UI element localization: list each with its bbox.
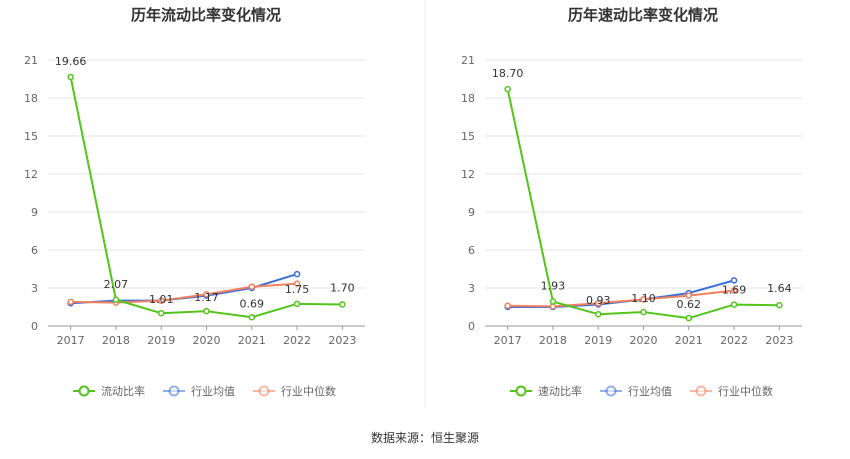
data-label: 1.17 [194, 291, 219, 304]
data-point [293, 300, 301, 308]
data-source-note: 数据来源：恒生聚源 [371, 430, 479, 445]
chart-quick-ratio: 历年速动比率变化情况 0 3 6 9 12 15 18 21 2017 2018 2019 2020 20… [461, 6, 802, 398]
legend-item: 行业均值 [163, 385, 235, 398]
data-label: 0.69 [240, 297, 265, 310]
chart-current-ratio: 历年流动比率变化情况 0 3 6 9 12 15 18 21 2017 2018 2019 2020 20… [24, 6, 365, 398]
x-tick-label: 2020 [630, 334, 658, 347]
chart-title: 历年速动比率变化情况 [568, 6, 718, 24]
data-point [248, 283, 256, 290]
series-line-2 [70, 282, 298, 304]
y-tick-label: 6 [31, 244, 38, 257]
legend-item: 流动比率 [73, 384, 145, 398]
legend-swatch-marker [515, 385, 527, 397]
data-point [293, 270, 301, 278]
data-point [504, 302, 511, 309]
y-tick-label: 0 [468, 320, 475, 333]
data-point [594, 310, 602, 318]
data-point [157, 309, 165, 317]
data-label: 0.93 [586, 294, 611, 307]
data-point [594, 299, 602, 307]
legend-item: 速动比率 [510, 384, 582, 398]
legend-label: 流动比率 [101, 384, 145, 398]
x-tick-label: 2023 [328, 334, 356, 347]
data-label: 1.10 [631, 292, 656, 305]
data-label: 1.64 [767, 282, 792, 295]
x-tick-label: 2023 [765, 334, 793, 347]
y-tick-label: 18 [461, 92, 475, 105]
legend-item: 行业均值 [600, 385, 672, 398]
legend-label: 行业均值 [191, 385, 235, 398]
y-tick-label: 3 [468, 282, 475, 295]
legend-swatch-marker [78, 385, 90, 397]
data-point [203, 291, 210, 298]
data-label: 1.69 [722, 284, 747, 297]
legend-item: 行业中位数 [253, 384, 336, 398]
series-line-2 [507, 289, 735, 308]
legend-swatch-marker [168, 385, 180, 397]
x-tick-label: 2019 [147, 334, 175, 347]
x-tick-label: 2022 [283, 334, 311, 347]
y-tick-label: 21 [461, 54, 475, 67]
data-label: 1.70 [330, 281, 355, 294]
data-point [549, 298, 557, 305]
x-tick-label: 2018 [539, 334, 567, 347]
x-tick-label: 2021 [238, 334, 266, 347]
legend-swatch-marker [258, 385, 270, 397]
y-tick-label: 15 [24, 130, 38, 143]
data-point [112, 296, 120, 304]
data-point [685, 314, 693, 322]
legend-label: 行业中位数 [718, 384, 773, 398]
data-point [339, 301, 346, 308]
data-point [67, 298, 74, 306]
legend-label: 行业均值 [628, 385, 672, 398]
data-point [640, 296, 647, 303]
data-point [293, 280, 301, 287]
legend-item: 行业中位数 [690, 384, 773, 398]
y-tick-label: 0 [31, 320, 38, 333]
x-tick-label: 2021 [675, 334, 703, 347]
y-tick-label: 21 [24, 54, 38, 67]
y-tick-label: 3 [31, 282, 38, 295]
y-tick-label: 18 [24, 92, 38, 105]
data-point [685, 292, 693, 299]
legend-label: 速动比率 [538, 384, 582, 398]
data-point [203, 307, 210, 315]
x-tick-label: 2017 [494, 334, 522, 347]
data-point [730, 277, 738, 284]
data-label: 0.62 [677, 298, 702, 311]
chart-title: 历年流动比率变化情况 [131, 6, 281, 24]
data-point [157, 297, 165, 304]
data-label: 19.66 [55, 55, 87, 68]
legend-swatch-marker [605, 385, 617, 397]
x-tick-label: 2022 [720, 334, 748, 347]
data-label: 1.75 [285, 283, 310, 296]
x-tick-label: 2019 [584, 334, 612, 347]
data-point [504, 85, 511, 93]
data-label: 1.93 [541, 280, 566, 293]
data-point [248, 314, 256, 321]
x-tick-label: 2017 [57, 334, 85, 347]
x-tick-label: 2018 [102, 334, 130, 347]
y-tick-label: 15 [461, 130, 475, 143]
data-point [730, 287, 738, 294]
data-label: 1.01 [149, 293, 174, 306]
legend-swatch-marker [695, 385, 707, 397]
data-point [776, 301, 783, 309]
data-point [730, 301, 738, 308]
y-tick-label: 12 [24, 168, 38, 181]
data-point [67, 73, 74, 81]
data-point [640, 308, 647, 316]
y-tick-label: 9 [31, 206, 38, 219]
legend-label: 行业中位数 [281, 384, 336, 398]
y-tick-label: 12 [461, 168, 475, 181]
x-tick-label: 2020 [193, 334, 221, 347]
y-tick-label: 9 [468, 206, 475, 219]
data-label: 18.70 [492, 67, 524, 80]
data-label: 2.07 [104, 278, 129, 291]
y-tick-label: 6 [468, 244, 475, 257]
